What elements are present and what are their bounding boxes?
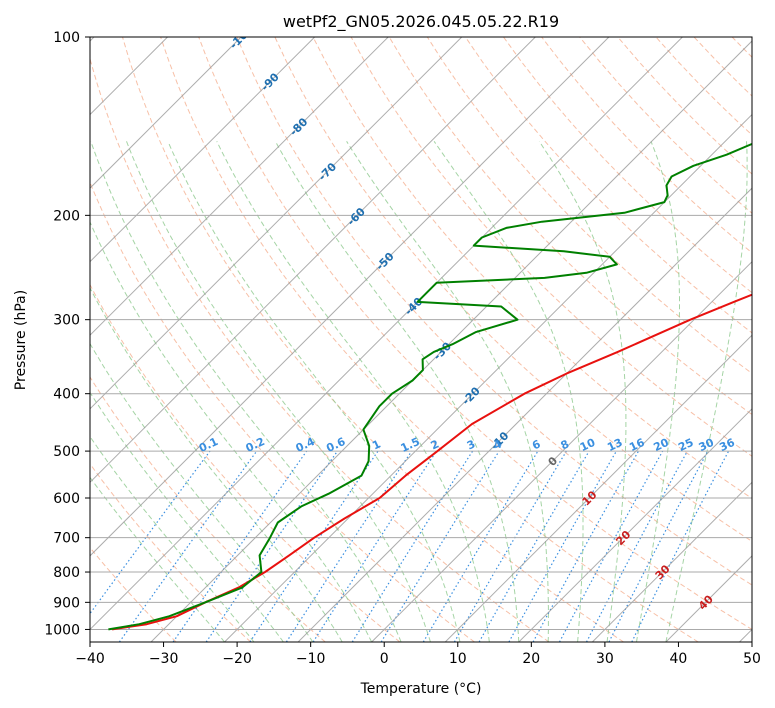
- dry-adiabat: [90, 56, 550, 642]
- isotherm: [90, 37, 389, 336]
- dry-adiabat: [503, 37, 752, 294]
- mixing-ratio-label: 13: [605, 436, 624, 454]
- x-tick-label: 50: [743, 651, 761, 667]
- x-axis-label: Temperature (°C): [360, 681, 482, 697]
- y-axis-ticks: 100 200 300 400 500 600 700 800 900 1000: [44, 30, 90, 638]
- dry-adiabat: [198, 37, 752, 630]
- y-axis-label: Pressure (hPa): [13, 290, 29, 390]
- mixing-ratio-line: [205, 450, 338, 642]
- isotherm: [90, 37, 683, 631]
- x-tick-label: 10: [449, 651, 467, 667]
- dry-adiabat: [388, 37, 752, 416]
- x-tick-label: −10: [296, 651, 326, 667]
- pressure-gridlines: [90, 37, 752, 630]
- isotherm: [90, 37, 536, 484]
- dry-adiabat: [90, 463, 252, 642]
- isotherm: [224, 113, 752, 642]
- mixing-ratio-lines: [90, 450, 730, 642]
- dry-adiabat: [236, 37, 752, 586]
- skewed-isotherms: [90, 37, 752, 642]
- sounding-profiles: [108, 142, 752, 631]
- isotherm: [90, 37, 463, 410]
- isotherm: [444, 334, 752, 642]
- y-tick-label: 100: [53, 30, 80, 46]
- isotherm: [150, 40, 752, 642]
- x-tick-label: 0: [380, 651, 389, 667]
- isotherm: [90, 37, 610, 557]
- mixing-ratio-line: [558, 450, 664, 642]
- mixing-ratio-line: [172, 450, 308, 642]
- isotherm: [297, 187, 752, 642]
- y-tick-label: 200: [53, 208, 80, 224]
- x-tick-label: 30: [596, 651, 614, 667]
- plot-frame: [89, 36, 753, 643]
- x-tick-label: −30: [149, 651, 179, 667]
- mixing-ratio-line: [90, 450, 211, 615]
- isotherm: [371, 260, 752, 642]
- x-tick-label: 20: [522, 651, 540, 667]
- mixing-ratio-line: [631, 450, 730, 642]
- mixing-ratio-label: 10: [578, 436, 598, 454]
- dry-adiabat: [90, 181, 475, 642]
- chart-title: wetPf2_GN05.2026.045.05.22.R19: [283, 12, 559, 32]
- mixing-ratio-line: [118, 450, 258, 642]
- mixing-ratio-line: [532, 450, 640, 642]
- mixing-ratio-line: [312, 450, 437, 642]
- y-tick-label: 800: [53, 565, 80, 581]
- isotherm: [90, 37, 316, 263]
- mixing-ratio-label: 36: [717, 436, 737, 454]
- x-tick-label: −40: [75, 651, 105, 667]
- mixing-ratio-label: 20: [652, 436, 672, 454]
- dewpoint-profile: [108, 142, 752, 631]
- x-tick-label: −20: [222, 651, 252, 667]
- isotherm: [90, 37, 242, 189]
- mixing-ratio-label: 25: [676, 436, 695, 454]
- mixing-ratio-label: 30: [697, 436, 717, 454]
- mixing-ratio-label: 16: [627, 436, 647, 454]
- mixing-ratio-line: [249, 450, 379, 642]
- y-tick-label: 1000: [44, 622, 80, 638]
- dry-adiabat: [90, 376, 326, 642]
- y-tick-label: 400: [53, 387, 80, 403]
- dry-adiabat: [122, 37, 624, 642]
- y-tick-label: 500: [53, 444, 80, 460]
- mixing-ratio-line: [508, 450, 617, 642]
- y-tick-label: 600: [53, 491, 80, 507]
- isotherm: [591, 481, 752, 642]
- mixing-ratio-line: [351, 450, 474, 642]
- dry-adiabat: [464, 37, 752, 334]
- x-tick-label: 40: [669, 651, 687, 667]
- y-tick-label: 300: [53, 313, 80, 329]
- x-axis-ticks: −40 −30 −20 −10 0 10 20 30 40 50: [75, 642, 761, 667]
- isotherm: [518, 408, 752, 642]
- dry-adiabat: [90, 546, 177, 642]
- mixing-ratio-line: [380, 450, 500, 642]
- y-tick-label: 700: [53, 531, 80, 547]
- y-tick-label: 900: [53, 595, 80, 611]
- plot-area: -100-90-80-70-60-50-40-30-20-10010203040…: [90, 37, 752, 642]
